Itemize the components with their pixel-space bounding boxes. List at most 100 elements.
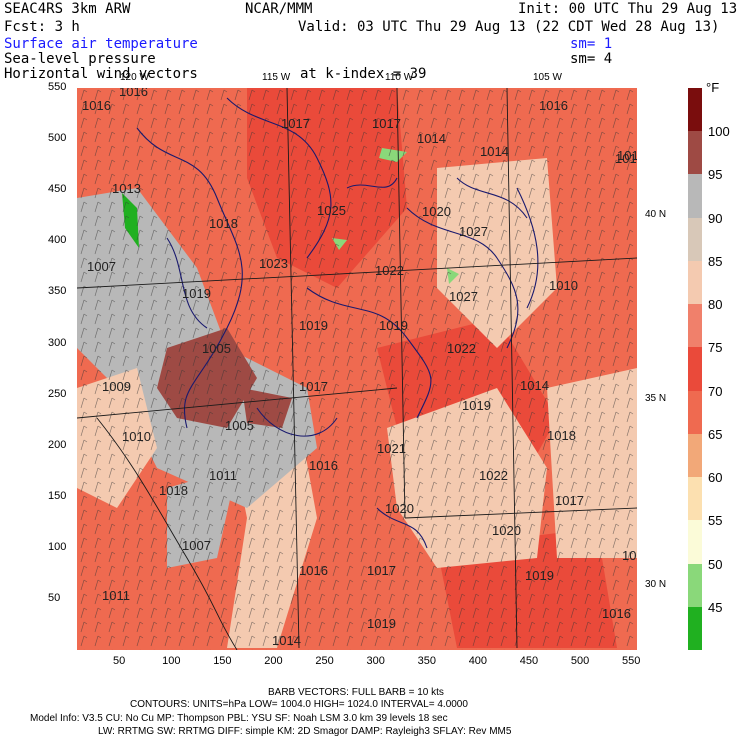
valid-time: Valid: 03 UTC Thu 29 Aug 13 (22 CDT Wed … — [298, 19, 720, 35]
pressure-label: 1013 — [112, 181, 141, 196]
colorbar-segment — [688, 88, 702, 132]
lat-label: 40 N — [645, 209, 667, 220]
field-wind: Horizontal wind vectors — [4, 66, 198, 82]
pressure-label: 1019 — [367, 616, 396, 631]
x-tick: 100 — [162, 655, 181, 667]
pressure-label: 1020 — [492, 523, 521, 538]
pressure-label: 1018 — [159, 483, 188, 498]
pressure-label: 1016 — [615, 151, 637, 166]
pressure-label: 1016 — [119, 88, 148, 99]
colorbar-segment — [688, 131, 702, 175]
pressure-labels: 1016 1016 1017 1017 1014 1014 1016 1016 1013 1018… — [82, 88, 637, 648]
pressure-label: 1009 — [102, 379, 131, 394]
lon-label: 105 W — [533, 72, 562, 83]
x-tick: 300 — [366, 655, 385, 667]
org-label: NCAR/MMM — [245, 1, 313, 17]
y-tick: 550 — [48, 81, 67, 93]
pressure-label: 1019 — [182, 286, 211, 301]
pressure-label: 1022 — [479, 468, 508, 483]
colorbar-segment — [688, 433, 702, 478]
colorbar-segment — [688, 304, 702, 348]
pressure-label: 1021 — [377, 441, 406, 456]
pressure-label: 1007 — [87, 259, 116, 274]
pressure-label: 1020 — [385, 501, 414, 516]
pressure-label: 1017 — [555, 493, 584, 508]
field-wind-level: at k-index = 39 — [300, 66, 427, 82]
colorbar-segment — [688, 520, 702, 565]
x-tick: 500 — [570, 655, 590, 667]
x-tick: 550 — [622, 655, 641, 667]
temperature-colorbar — [688, 88, 702, 651]
pressure-label: 1027 — [449, 289, 478, 304]
pressure-label: 1010 — [549, 278, 578, 293]
colorbar-segment — [688, 477, 702, 521]
colorbar-label: 75 — [708, 340, 723, 356]
x-tick: 250 — [315, 655, 334, 667]
pressure-label: 1018 — [547, 428, 576, 443]
pressure-label: 1017 — [299, 379, 328, 394]
lat-label: 35 N — [645, 393, 667, 404]
pressure-label: 101 — [622, 548, 637, 563]
y-tick: 500 — [48, 132, 67, 145]
lon-label: 115 W — [262, 72, 291, 83]
colorbar-segment — [688, 260, 702, 305]
x-tick: 350 — [417, 655, 436, 667]
y-tick: 250 — [48, 387, 67, 400]
pressure-label: 1019 — [525, 568, 554, 583]
x-tick: 400 — [468, 655, 488, 667]
pressure-label: 1014 — [417, 131, 446, 146]
y-tick: 150 — [48, 489, 67, 502]
colorbar-segment — [688, 217, 702, 262]
init-time: Init: 00 UTC Thu 29 Aug 13 — [518, 1, 738, 17]
x-tick: 50 — [113, 655, 126, 667]
terrain-contours — [136, 97, 539, 549]
pressure-label: 1016 — [299, 563, 328, 578]
y-tick: 300 — [48, 336, 67, 349]
lon-label: 120 W — [120, 72, 149, 83]
temperature-map[interactable]: 1016 1016 1017 1017 1014 1014 1016 1016 1013 1018… — [77, 88, 637, 650]
colorbar-label: 60 — [708, 470, 723, 486]
colorbar-segment — [688, 606, 702, 651]
pressure-label: 1018 — [209, 216, 238, 231]
colorbar-label: 65 — [708, 426, 723, 442]
colorbar-segment — [688, 390, 702, 435]
pressure-label: 1020 — [422, 204, 451, 219]
barb-note: BARB VECTORS: FULL BARB = 10 kts — [268, 687, 444, 698]
pressure-label: 1023 — [259, 256, 288, 271]
boundaries — [77, 88, 637, 650]
colorbar-segment — [688, 563, 702, 608]
pressure-label: 1005 — [225, 418, 254, 433]
pressure-label: 1025 — [317, 203, 346, 218]
y-tick: 100 — [48, 540, 67, 553]
smoothing-1: sm= 1 — [570, 36, 613, 52]
physics-info: LW: RRTMG SW: RRTMG DIFF: simple KM: 2D … — [98, 726, 512, 737]
field-temperature: Surface air temperature — [4, 36, 198, 52]
y-tick: 350 — [48, 285, 67, 298]
y-tick: 50 — [48, 592, 61, 604]
colorbar-label: 45 — [708, 599, 723, 615]
wind-barbs — [77, 88, 637, 650]
pressure-label: 1022 — [375, 263, 404, 278]
pressure-label: 1011 — [102, 588, 130, 603]
pressure-label: 1007 — [182, 538, 211, 553]
map-canvas: 1016 1016 1017 1017 1014 1014 1016 1016 1013 1018… — [77, 88, 637, 650]
pressure-label: 1027 — [459, 224, 488, 239]
colorbar-label: 70 — [708, 383, 723, 399]
pressure-label: 1014 — [480, 144, 509, 159]
colorbar-label: 50 — [708, 556, 723, 572]
pressure-label: 1016 — [539, 98, 568, 113]
colorbar-unit: °F — [706, 80, 720, 95]
forecast-hour: Fcst: 3 h — [4, 19, 80, 35]
smoothing-2: sm= 4 — [570, 51, 613, 67]
pressure-label: 1017 — [281, 116, 310, 131]
x-tick: 450 — [519, 655, 539, 667]
model-info: Model Info: V3.5 CU: No Cu MP: Thompson … — [30, 713, 448, 724]
y-tick: 400 — [48, 234, 67, 247]
pressure-label: 1019 — [379, 318, 408, 333]
pressure-label: 1019 — [462, 398, 491, 413]
pressure-label: 1005 — [202, 341, 231, 356]
pressure-label: 1016 — [602, 606, 631, 621]
pressure-label: 1017 — [367, 563, 396, 578]
pressure-label: 1017 — [372, 116, 401, 131]
field-pressure: Sea-level pressure — [4, 51, 156, 67]
